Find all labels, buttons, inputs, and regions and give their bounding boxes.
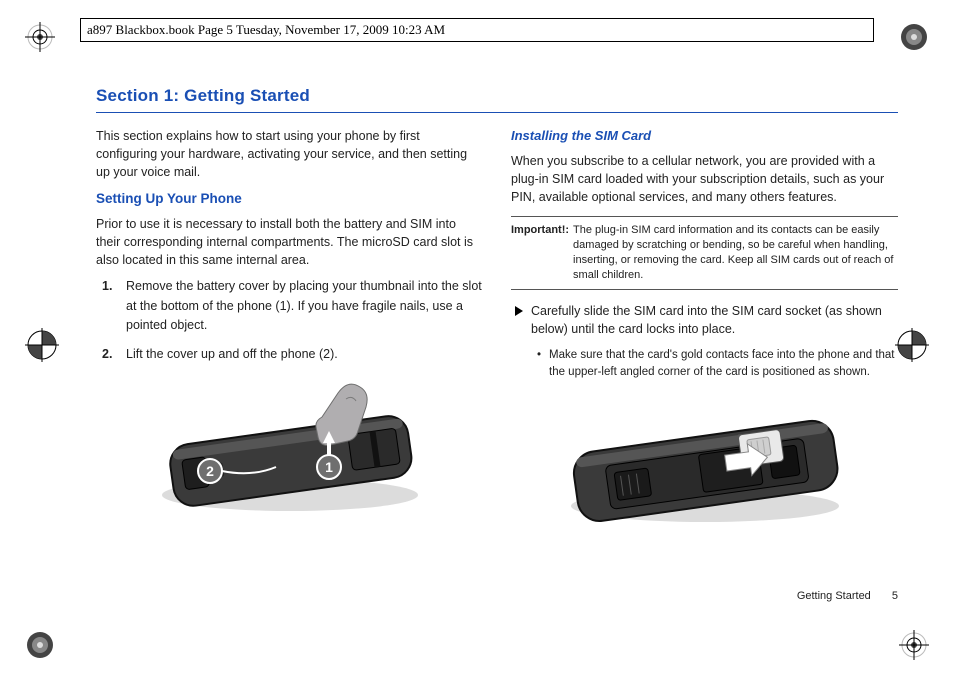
important-box: Important!: The plug-in SIM card informa… (511, 216, 898, 289)
page: a897 Blackbox.book Page 5 Tuesday, Novem… (0, 0, 954, 682)
arrow-icon (515, 306, 523, 316)
intro-paragraph: This section explains how to start using… (96, 127, 483, 181)
important-text: The plug-in SIM card information and its… (573, 223, 898, 282)
footer: Getting Started 5 (797, 590, 898, 602)
step-2: Lift the cover up and off the phone (2). (102, 345, 483, 364)
crop-mark-top-left (25, 22, 55, 52)
crop-mark-mid-left (25, 328, 59, 362)
footer-page: 5 (892, 590, 898, 602)
right-column: Installing the SIM Card When you subscri… (511, 127, 898, 538)
header-strip: a897 Blackbox.book Page 5 Tuesday, Novem… (80, 18, 874, 42)
left-column: This section explains how to start using… (96, 127, 483, 538)
crop-mark-top-right (899, 22, 929, 52)
footer-section: Getting Started (797, 590, 871, 602)
header-text: a897 Blackbox.book Page 5 Tuesday, Novem… (87, 22, 445, 38)
sub-bullet-1: Make sure that the card's gold contacts … (537, 347, 898, 380)
section-title: Section 1: Getting Started (96, 86, 898, 113)
step-1: Remove the battery cover by placing your… (102, 277, 483, 335)
columns: This section explains how to start using… (96, 127, 898, 538)
sub-bullets: Make sure that the card's gold contacts … (537, 347, 898, 380)
crop-mark-bottom-left (25, 630, 55, 660)
crop-mark-bottom-right (899, 630, 929, 660)
heading-setting-up: Setting Up Your Phone (96, 189, 483, 209)
figure-remove-cover: 1 2 (140, 375, 440, 525)
figure-insert-sim (550, 388, 860, 538)
numbered-steps: Remove the battery cover by placing your… (102, 277, 483, 365)
callout-2-label: 2 (206, 463, 214, 479)
left-paragraph-1: Prior to use it is necessary to install … (96, 215, 483, 269)
important-label: Important!: (511, 223, 569, 282)
arrow-bullet: Carefully slide the SIM card into the SI… (515, 302, 898, 340)
callout-1-label: 1 (325, 459, 333, 475)
right-paragraph-1: When you subscribe to a cellular network… (511, 152, 898, 206)
heading-installing-sim: Installing the SIM Card (511, 127, 898, 146)
arrow-bullet-text: Carefully slide the SIM card into the SI… (531, 302, 898, 340)
content-area: Section 1: Getting Started This section … (96, 86, 898, 602)
crop-mark-mid-right (895, 328, 929, 362)
